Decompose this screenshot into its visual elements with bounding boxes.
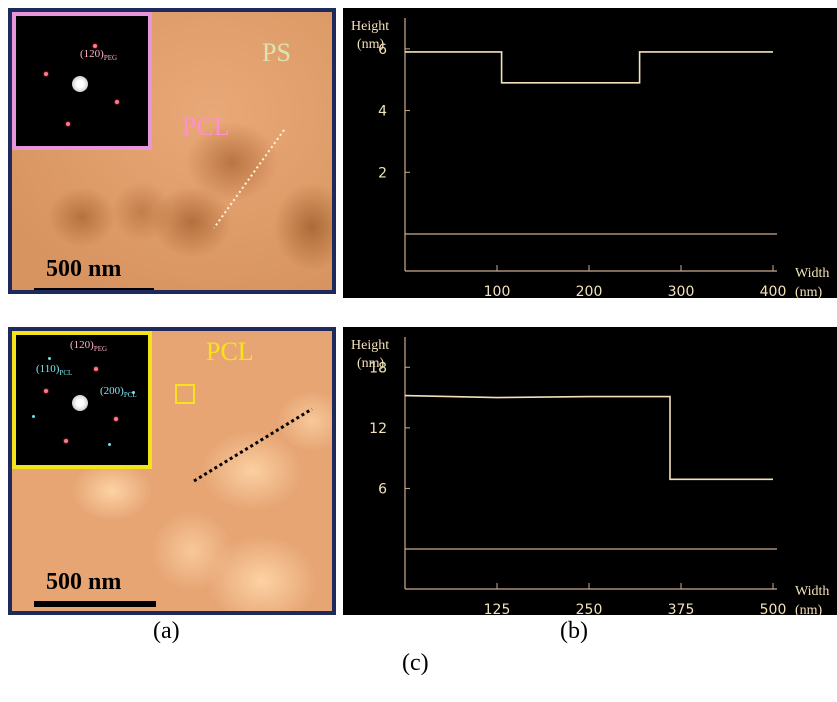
diffraction-spot <box>93 44 97 48</box>
reflection-label-120-peg: (120)PEG <box>80 48 118 63</box>
y-axis-unit: (nm) <box>357 37 385 52</box>
diffraction-spot <box>115 100 119 104</box>
y-tick-label: 4 <box>378 104 387 120</box>
diffraction-spot <box>44 72 48 76</box>
y-tick-label: 12 <box>369 421 387 437</box>
diffraction-spot <box>114 417 118 421</box>
panel-label-b: (b) <box>560 618 588 644</box>
y-tick-label: 2 <box>378 165 387 181</box>
diffraction-spot <box>108 443 111 446</box>
height-profile-top: 2 4 6 100 200 300 400 Height (nm) Width (nm) <box>343 8 837 298</box>
scale-bar-bottom <box>34 601 156 607</box>
diffraction-spot <box>66 122 70 126</box>
panel-label-c: (c) <box>402 650 429 676</box>
y-tick-label: 18 <box>369 360 387 376</box>
y-axis-title: Height <box>351 338 389 353</box>
x-tick-label: 375 <box>668 602 695 615</box>
scale-bar-label-bottom: 500 nm <box>46 569 122 595</box>
y-tick-label: 6 <box>378 42 387 58</box>
profile-line-bottom <box>175 384 313 483</box>
diffraction-spot <box>48 357 51 360</box>
height-profile-chart-top: 2 4 6 100 200 300 400 Height (nm) Width (nm) <box>351 18 829 298</box>
central-beam-spot <box>72 395 88 411</box>
diffraction-spot <box>64 439 68 443</box>
height-profile-chart-bottom: 6 12 18 125 250 375 500 Height (nm) Width (nm) <box>351 337 829 615</box>
diffraction-inset-bottom: (120)PEG (110)PCL (200)PCL <box>12 331 152 469</box>
profile-line-top <box>213 129 285 229</box>
x-tick-label: 250 <box>576 602 603 615</box>
x-tick-label: 500 <box>760 602 787 615</box>
x-tick-label: 200 <box>576 284 603 298</box>
height-profile-bottom: 6 12 18 125 250 375 500 Height (nm) Width (nm) <box>343 327 837 615</box>
x-axis-title: Width <box>795 266 829 281</box>
scale-bar-label-top: 500 nm <box>46 256 122 282</box>
tem-micrograph-top: (120)PEG PS PCL 500 nm <box>8 8 336 294</box>
diffraction-spot <box>94 367 98 371</box>
y-tick-label: 6 <box>378 481 387 497</box>
reflection-label-200-pcl: (200)PCL <box>100 385 137 400</box>
tem-micrograph-bottom: (120)PEG (110)PCL (200)PCL PCL 500 nm <box>8 327 336 615</box>
x-tick-label: 400 <box>760 284 787 298</box>
scale-bar-top <box>34 288 154 290</box>
panel-label-a: (a) <box>153 618 180 644</box>
reflection-label-120-peg: (120)PEG <box>70 339 108 354</box>
diffraction-spot <box>44 389 48 393</box>
region-label-pcl: PCL <box>206 337 254 366</box>
height-profile-line <box>405 51 773 84</box>
central-beam-spot <box>72 76 88 92</box>
x-tick-label: 300 <box>668 284 695 298</box>
reflection-label-110-pcl: (110)PCL <box>36 363 73 378</box>
height-profile-line <box>404 394 773 481</box>
y-axis-unit: (nm) <box>357 356 385 371</box>
x-tick-label: 100 <box>484 284 511 298</box>
y-axis-title: Height <box>351 19 389 34</box>
diffraction-spot <box>132 391 135 394</box>
diffraction-spot <box>32 415 35 418</box>
region-label-ps: PS <box>262 38 291 67</box>
x-tick-label: 125 <box>484 602 511 615</box>
x-axis-unit: (nm) <box>795 285 823 298</box>
x-axis-unit: (nm) <box>795 603 823 615</box>
region-label-pcl: PCL <box>182 112 230 141</box>
x-axis-title: Width <box>795 584 829 599</box>
diffraction-inset-top: (120)PEG <box>12 12 152 150</box>
